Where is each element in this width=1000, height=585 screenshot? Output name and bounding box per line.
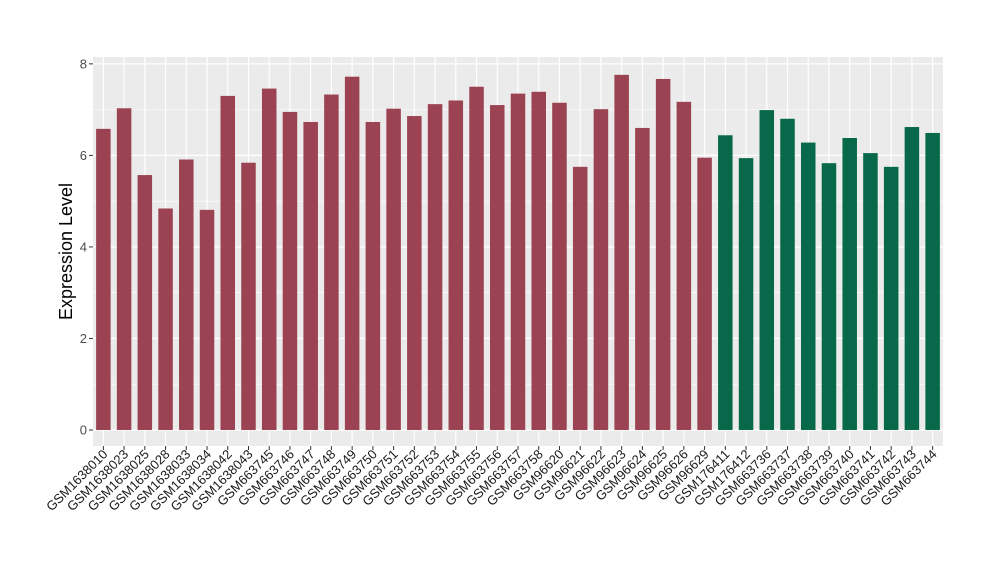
- bar-GSM663740: [842, 138, 857, 430]
- bar-GSM663755: [469, 86, 484, 430]
- bar-GSM96622: [593, 109, 609, 430]
- bar-GSM663737: [780, 118, 795, 430]
- y-tick-label: 8: [80, 56, 87, 71]
- bar-GSM96620: [552, 102, 567, 430]
- bar-GSM1638028: [158, 208, 173, 430]
- bar-GSM663750: [365, 121, 381, 430]
- bar-GSM1638010: [96, 128, 111, 430]
- bar-GSM663751: [386, 108, 401, 430]
- bar-GSM96623: [614, 74, 629, 430]
- bar-GSM663747: [303, 121, 318, 430]
- bar-GSM96624: [635, 127, 650, 430]
- bar-GSM663739: [821, 163, 837, 430]
- bar-GSM1638033: [179, 159, 194, 430]
- bar-GSM663738: [800, 142, 816, 430]
- bar-GSM663748: [324, 94, 339, 430]
- y-tick-label: 6: [80, 148, 87, 163]
- bar-GSM176411: [718, 135, 733, 430]
- bar-GSM663742: [883, 166, 899, 430]
- x-axis: GSM1638010GSM1638023GSM1638025GSM1638028…: [43, 446, 940, 514]
- bar-GSM176412: [738, 158, 754, 430]
- bar-GSM663744: [925, 132, 940, 430]
- bar-GSM663741: [863, 153, 878, 430]
- bar-GSM663758: [531, 91, 546, 430]
- bars: [96, 74, 940, 430]
- y-tick-label: 2: [80, 331, 87, 346]
- bar-GSM1638034: [199, 209, 215, 430]
- bar-GSM663746: [282, 111, 298, 430]
- bar-GSM96626: [676, 101, 692, 430]
- bar-GSM1638043: [241, 162, 256, 430]
- bar-GSM96625: [655, 78, 671, 430]
- bar-GSM663743: [904, 127, 920, 430]
- bar-GSM1638023: [116, 108, 132, 430]
- bar-GSM663753: [427, 104, 443, 430]
- bar-GSM663754: [448, 100, 464, 430]
- bar-GSM1638042: [220, 95, 236, 430]
- y-tick-label: 0: [80, 422, 87, 437]
- bar-GSM1638025: [137, 175, 153, 430]
- y-axis-label: Expression Level: [56, 183, 76, 320]
- bar-GSM96621: [572, 166, 588, 430]
- bar-GSM663757: [510, 93, 526, 430]
- bar-GSM663749: [344, 76, 360, 430]
- bar-GSM96629: [697, 157, 712, 430]
- bar-GSM663745: [261, 88, 277, 430]
- bar-GSM663736: [759, 110, 775, 430]
- bar-GSM663756: [490, 105, 505, 430]
- bar-GSM663752: [407, 116, 422, 430]
- y-axis: 0 2 4 6 8: [80, 56, 93, 437]
- y-tick-label: 4: [80, 239, 87, 254]
